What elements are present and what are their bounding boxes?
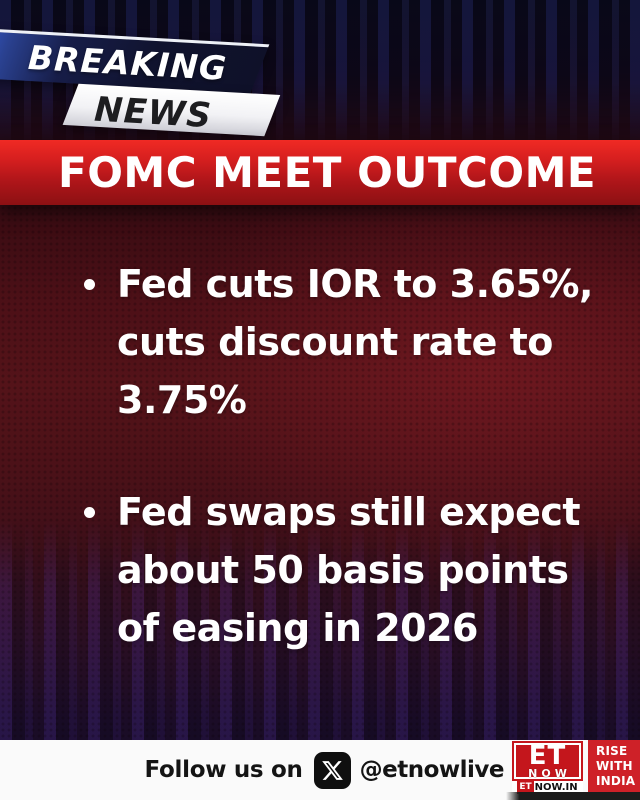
page-title: FOMC MEET OUTCOME (58, 148, 597, 197)
et-now-logo-box: ET NOW (512, 741, 583, 781)
social-handle: @etnowlive (359, 757, 505, 783)
bullet-dot-icon (84, 507, 95, 518)
follow-us-label: Follow us on (144, 757, 303, 783)
bullet-list: Fed cuts IOR to 3.65%, cuts discount rat… (84, 255, 620, 657)
list-item: Fed cuts IOR to 3.65%, cuts discount rat… (84, 255, 620, 429)
et-now-logo: ET NOW ET NOW.IN (512, 741, 583, 794)
x-logo-icon (313, 751, 351, 789)
bullet-text-2: Fed swaps still expect about 50 basis po… (117, 483, 581, 657)
etnow-site-suffix: NOW.IN (534, 782, 578, 793)
etnow-site-prefix: ET (517, 781, 534, 794)
bullet-2-line-2: about 50 basis points (117, 548, 569, 592)
rise-with-india-badge: RISE WITH INDIA (588, 740, 640, 793)
etnow-site-label: ET NOW.IN (512, 781, 583, 794)
bullet-2-line-3: of easing in 2026 (117, 606, 478, 650)
tagline-line-1: RISE (596, 744, 628, 758)
logo-bottom-shadow (506, 792, 640, 800)
et-logo-text: ET (528, 741, 567, 771)
headline-banner: FOMC MEET OUTCOME (0, 140, 640, 205)
tagline-line-3: INDIA (596, 774, 636, 788)
footer-bar: Follow us on @etnowlive ET NOW ET NOW.IN… (0, 740, 640, 800)
bullet-dot-icon (84, 279, 95, 290)
now-logo-text: NOW (528, 767, 571, 780)
tagline-line-2: WITH (596, 759, 633, 773)
bullet-2-line-1: Fed swaps still expect (117, 490, 581, 534)
bullet-1-line-1: Fed cuts IOR to 3.65%, (117, 262, 593, 306)
list-item: Fed swaps still expect about 50 basis po… (84, 483, 620, 657)
news-label: NEWS (93, 89, 213, 137)
bullet-text-1: Fed cuts IOR to 3.65%, cuts discount rat… (117, 255, 593, 429)
bullet-1-line-3: 3.75% (117, 378, 247, 422)
bullet-1-line-2: cuts discount rate to (117, 320, 553, 364)
